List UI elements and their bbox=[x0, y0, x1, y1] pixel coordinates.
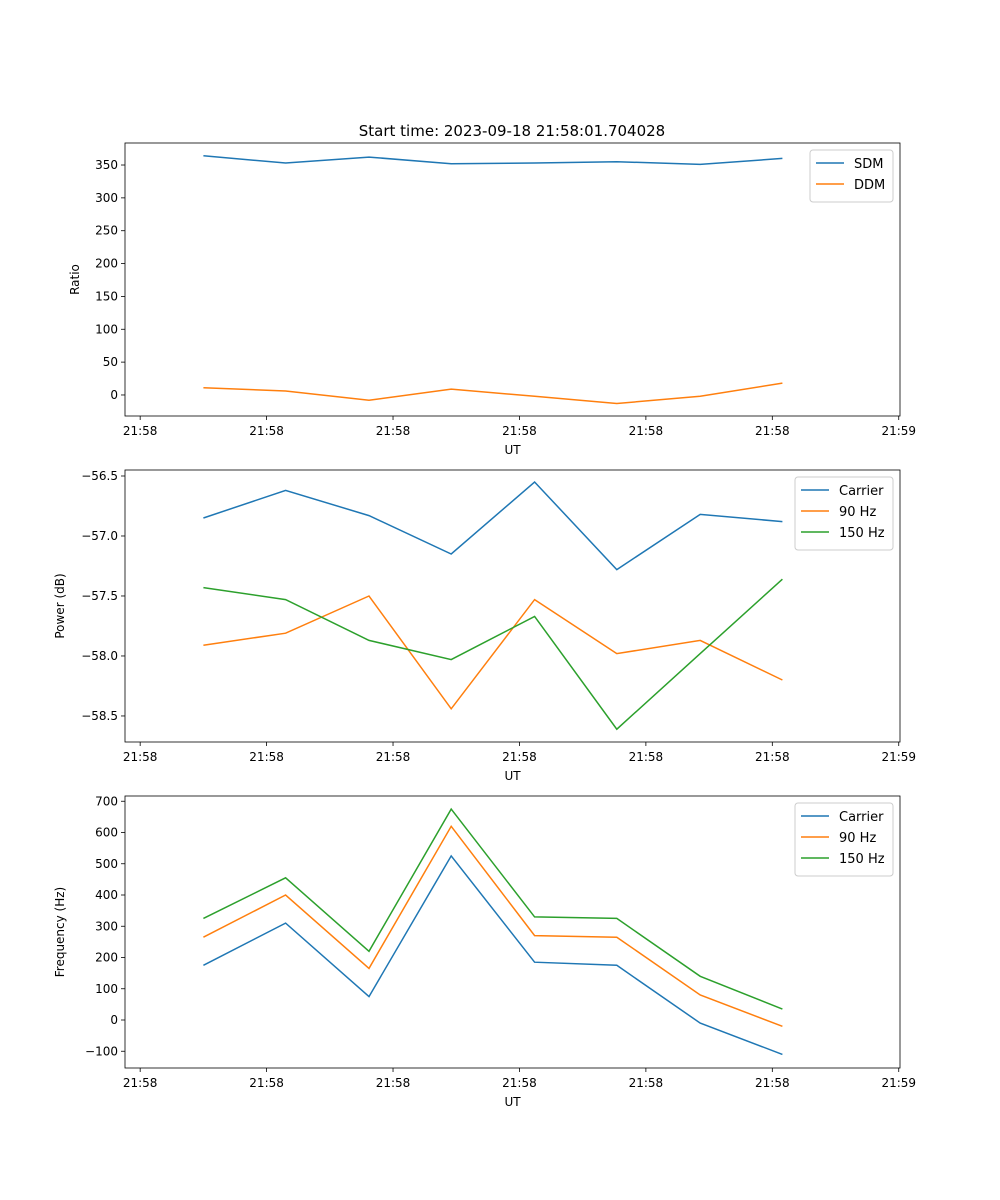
x-tick-label: 21:58 bbox=[629, 424, 664, 438]
y-tick-label: 100 bbox=[95, 322, 118, 336]
x-tick-label: 21:59 bbox=[881, 424, 916, 438]
y-axis-label: Power (dB) bbox=[53, 573, 67, 638]
x-tick-label: 21:58 bbox=[123, 1076, 158, 1090]
series-line-150-hz bbox=[203, 807, 783, 1010]
y-tick-label: 0 bbox=[110, 1013, 118, 1027]
series-line-150-hz bbox=[203, 578, 783, 731]
y-tick-label: 100 bbox=[95, 982, 118, 996]
x-tick-label: 21:58 bbox=[502, 1076, 537, 1090]
y-tick-label: 600 bbox=[95, 826, 118, 840]
y-tick-label: 150 bbox=[95, 289, 118, 303]
x-tick-label: 21:58 bbox=[376, 1076, 411, 1090]
y-tick-label: 500 bbox=[95, 857, 118, 871]
x-axis-label: UT bbox=[504, 769, 521, 783]
y-tick-label: −57.0 bbox=[81, 529, 118, 543]
axes-3: 21:58 21:58 21:58 21:58 21:58 21:58 21:59 −100 0… bbox=[53, 794, 916, 1109]
legend-label: 150 Hz bbox=[839, 526, 885, 541]
legend-label: 90 Hz bbox=[839, 505, 876, 520]
x-tick-label: 21:59 bbox=[881, 750, 916, 764]
x-tick-label: 21:58 bbox=[755, 1076, 790, 1090]
legend-label: Carrier bbox=[839, 810, 884, 825]
y-tick-label: 400 bbox=[95, 888, 118, 902]
x-tick-label: 21:58 bbox=[249, 750, 284, 764]
legend: SDM DDM bbox=[809, 149, 894, 203]
y-tick-label: −58.0 bbox=[81, 649, 118, 663]
x-tick-label: 21:58 bbox=[755, 750, 790, 764]
x-tick-label: 21:59 bbox=[881, 1076, 916, 1090]
axes-frame bbox=[124, 142, 901, 417]
series-line-ddm bbox=[203, 382, 783, 405]
series-line-carrier bbox=[203, 480, 783, 571]
series-line-carrier bbox=[203, 854, 783, 1056]
x-tick-label: 21:58 bbox=[502, 750, 537, 764]
x-axis-label: UT bbox=[504, 443, 521, 457]
y-tick-label: −58.5 bbox=[81, 709, 118, 723]
y-tick-label: 0 bbox=[110, 388, 118, 402]
legend: Carrier 90 Hz 150 Hz bbox=[794, 476, 894, 551]
axes-frame bbox=[124, 469, 901, 743]
legend-label: SDM bbox=[854, 157, 883, 172]
y-axis-label: Frequency (Hz) bbox=[53, 887, 67, 978]
x-tick-label: 21:58 bbox=[123, 750, 158, 764]
legend-label: 150 Hz bbox=[839, 852, 885, 867]
y-tick-label: 50 bbox=[103, 355, 118, 369]
y-tick-label: 350 bbox=[95, 158, 118, 172]
x-tick-label: 21:58 bbox=[249, 424, 284, 438]
x-tick-label: 21:58 bbox=[629, 750, 664, 764]
x-tick-label: 21:58 bbox=[755, 424, 790, 438]
y-tick-label: −56.5 bbox=[81, 469, 118, 483]
y-tick-label: 250 bbox=[95, 224, 118, 238]
series-line-sdm bbox=[203, 155, 783, 166]
y-tick-label: 300 bbox=[95, 191, 118, 205]
axes-2: 21:58 21:58 21:58 21:58 21:58 21:58 21:59 −58.5… bbox=[53, 469, 916, 783]
y-tick-label: −57.5 bbox=[81, 589, 118, 603]
x-axis-label: UT bbox=[504, 1095, 521, 1109]
axes-frame bbox=[124, 795, 901, 1069]
y-tick-label: 700 bbox=[95, 794, 118, 808]
legend-label: DDM bbox=[854, 178, 885, 193]
x-tick-label: 21:58 bbox=[376, 424, 411, 438]
y-axis-label: Ratio bbox=[68, 264, 82, 295]
x-tick-label: 21:58 bbox=[123, 424, 158, 438]
x-tick-label: 21:58 bbox=[502, 424, 537, 438]
y-tick-label: 300 bbox=[95, 919, 118, 933]
x-tick-label: 21:58 bbox=[249, 1076, 284, 1090]
series-line-90-hz bbox=[203, 824, 783, 1028]
legend-label: 90 Hz bbox=[839, 831, 876, 846]
series-line-90-hz bbox=[203, 595, 783, 711]
x-tick-label: 21:58 bbox=[376, 750, 411, 764]
x-tick-label: 21:58 bbox=[629, 1076, 664, 1090]
y-tick-label: 200 bbox=[95, 257, 118, 271]
legend: Carrier 90 Hz 150 Hz bbox=[794, 802, 894, 877]
y-tick-label: −100 bbox=[85, 1044, 118, 1058]
legend-label: Carrier bbox=[839, 484, 884, 499]
chart-title: Start time: 2023-09-18 21:58:01.704028 bbox=[359, 122, 665, 140]
y-tick-label: 200 bbox=[95, 951, 118, 965]
axes-1: 21:58 21:58 21:58 21:58 21:58 21:58 21:59 0 50 10… bbox=[68, 142, 916, 457]
